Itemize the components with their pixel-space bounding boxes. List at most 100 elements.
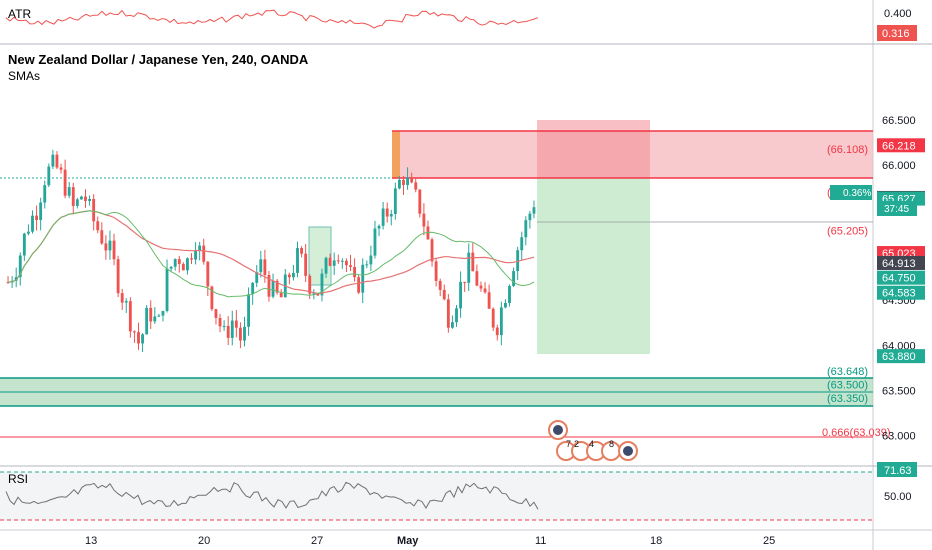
candle-body bbox=[524, 220, 528, 238]
change-badge bbox=[830, 185, 872, 200]
event-flag-core bbox=[623, 446, 633, 456]
rsi-label: RSI bbox=[8, 472, 28, 486]
level-label: (65.205) bbox=[827, 226, 868, 238]
candle-body bbox=[39, 202, 43, 221]
candle-body bbox=[190, 258, 193, 260]
price-tag bbox=[877, 285, 925, 300]
candle-body bbox=[185, 258, 189, 271]
candle-body bbox=[291, 272, 295, 278]
candle-body bbox=[202, 245, 206, 262]
time-axis[interactable]: 13 20 27 May 11 18 25 bbox=[85, 535, 775, 547]
candle-body bbox=[397, 179, 401, 189]
price-tag bbox=[877, 349, 925, 364]
candle-body bbox=[430, 239, 434, 262]
candle-body bbox=[479, 285, 483, 289]
candle-body bbox=[51, 154, 55, 167]
candle-body bbox=[300, 248, 304, 254]
candle-body bbox=[418, 189, 422, 214]
event-markers[interactable]: 7 2 4 8 bbox=[548, 420, 638, 461]
candle-body bbox=[508, 285, 511, 303]
level-label: (63.350) bbox=[827, 393, 868, 405]
risk-box[interactable] bbox=[537, 120, 650, 178]
time-label: 20 bbox=[198, 535, 210, 547]
candle-body bbox=[438, 280, 442, 290]
candle-body bbox=[446, 299, 450, 328]
candle-body bbox=[43, 185, 47, 203]
candle-body bbox=[475, 271, 479, 286]
price-axis-label: 66.500 bbox=[882, 115, 916, 127]
candle-body bbox=[132, 331, 136, 333]
candle-body bbox=[6, 282, 10, 284]
candle-body bbox=[422, 213, 426, 227]
candle-body bbox=[271, 280, 275, 297]
candle-body bbox=[18, 255, 22, 278]
candle-body bbox=[349, 265, 352, 267]
candle-body bbox=[308, 275, 312, 294]
candle-body bbox=[71, 187, 75, 206]
candle-body bbox=[226, 325, 230, 338]
candle-body bbox=[108, 240, 112, 251]
candle-body bbox=[22, 233, 26, 256]
price-tag-text: 64.583 bbox=[882, 288, 916, 300]
candle-body bbox=[357, 277, 361, 293]
candle-body bbox=[312, 293, 316, 295]
candle-body bbox=[120, 293, 124, 303]
candle-body bbox=[177, 259, 181, 265]
highlight-box[interactable] bbox=[308, 226, 332, 286]
candle-body bbox=[104, 243, 108, 251]
level-labels: (66.108)(65.634)(65.205)(63.648)(63.500)… bbox=[827, 144, 868, 405]
time-label: 11 bbox=[535, 535, 546, 547]
candle-body bbox=[31, 215, 34, 232]
candle-body bbox=[222, 325, 226, 327]
candle-body bbox=[194, 250, 198, 260]
candle-body bbox=[263, 259, 267, 275]
candle-body bbox=[14, 277, 18, 281]
candle-body bbox=[463, 281, 467, 283]
candle-body bbox=[79, 196, 83, 200]
candle-body bbox=[141, 334, 145, 344]
candle-body bbox=[145, 307, 149, 335]
rsi-line bbox=[5, 481, 539, 510]
event-count: 7 bbox=[566, 439, 571, 449]
atr-panel[interactable]: ATR 0.400 0.316 bbox=[5, 7, 917, 41]
candle-body bbox=[247, 294, 251, 327]
candle-body bbox=[181, 264, 185, 271]
candle-body bbox=[450, 322, 454, 328]
candle-body bbox=[442, 289, 446, 300]
candle-body bbox=[402, 179, 405, 185]
reward-box[interactable] bbox=[537, 178, 650, 354]
candle-body bbox=[47, 166, 51, 186]
candle-body bbox=[169, 266, 173, 269]
atr-value-text: 0.316 bbox=[882, 28, 910, 40]
candle-body bbox=[238, 327, 242, 341]
rsi-band bbox=[0, 472, 873, 520]
candle-body bbox=[328, 257, 332, 266]
level-label: (63.500) bbox=[827, 379, 868, 391]
candle-body bbox=[324, 257, 328, 274]
rsi-axis-label: 50.00 bbox=[884, 491, 912, 503]
fib-label: 0.666(63.039) bbox=[822, 427, 891, 439]
candle-body bbox=[210, 286, 214, 310]
candle-body bbox=[377, 225, 381, 229]
candle-body bbox=[279, 292, 283, 298]
candle-body bbox=[304, 253, 308, 276]
candle-body bbox=[520, 237, 524, 251]
candle-body bbox=[516, 250, 520, 272]
candle-body bbox=[67, 187, 71, 196]
candle-body bbox=[137, 332, 140, 344]
level-label: (66.108) bbox=[827, 144, 868, 156]
candle-body bbox=[153, 316, 157, 322]
price-axis-label: 63.000 bbox=[882, 430, 916, 442]
main-panel[interactable]: New Zealand Dollar / Japanese Yen, 240, … bbox=[0, 52, 891, 461]
level-label: (63.648) bbox=[827, 366, 868, 378]
countdown-text: 37:45 bbox=[884, 204, 909, 215]
candle-body bbox=[206, 261, 210, 287]
candle-body bbox=[389, 214, 393, 217]
candle-body bbox=[267, 274, 271, 297]
price-tag-text: 63.880 bbox=[882, 351, 916, 363]
time-label: 13 bbox=[85, 535, 97, 547]
atr-label: ATR bbox=[8, 7, 31, 21]
candle-body bbox=[495, 327, 499, 336]
rsi-panel[interactable]: RSI 71.63 50.00 bbox=[0, 462, 917, 521]
candle-body bbox=[275, 280, 279, 293]
